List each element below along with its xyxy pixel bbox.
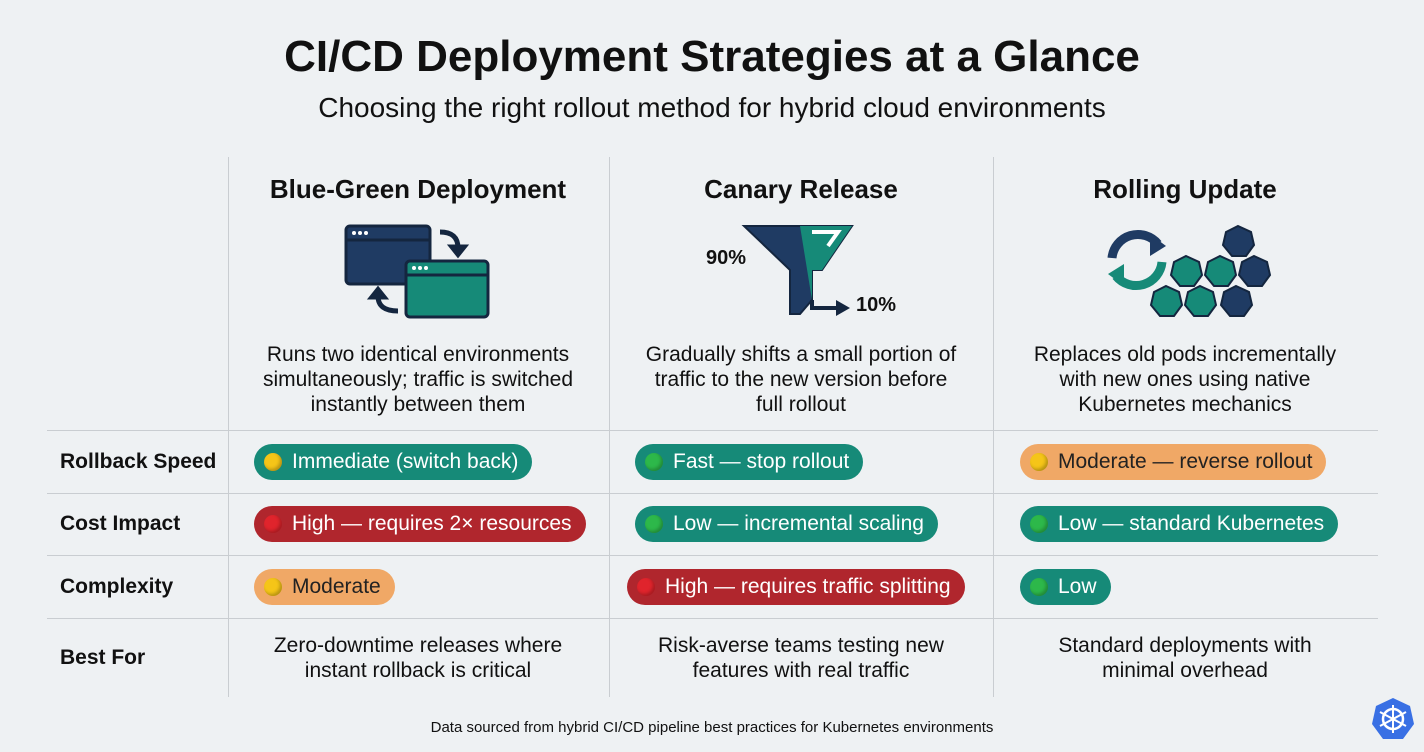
status-dot bbox=[1030, 515, 1048, 533]
text-line: Risk-averse teams testing new bbox=[658, 634, 944, 657]
canary-icon bbox=[741, 225, 854, 316]
description-line: instantly between them bbox=[310, 393, 526, 416]
status-text: High — requires traffic splitting bbox=[665, 575, 951, 598]
column-description: Gradually shifts a small portion of traff… bbox=[611, 342, 991, 417]
description-line: simultaneously; traffic is switched bbox=[262, 368, 574, 391]
status-dot bbox=[645, 453, 663, 471]
title: CI/CD Deployment Strategies at a Glance bbox=[284, 32, 1140, 81]
divider bbox=[47, 493, 1378, 494]
status-pill: Low — incremental scaling bbox=[635, 506, 938, 542]
status-text: Low — incremental scaling bbox=[673, 512, 924, 535]
icon-label: 10% bbox=[856, 294, 897, 316]
status-pill: Fast — stop rollout bbox=[635, 444, 864, 480]
status-dot bbox=[264, 578, 282, 596]
status-pill: Moderate bbox=[254, 569, 395, 605]
column-description: Runs two identical environments simultane… bbox=[228, 342, 608, 417]
best-for-text: Risk-averse teams testing new features wi… bbox=[611, 633, 991, 683]
status-text: Moderate — reverse rollout bbox=[1058, 450, 1313, 473]
description-line: Kubernetes mechanics bbox=[1078, 393, 1292, 416]
description-line: Replaces old pods incrementally bbox=[1033, 343, 1337, 366]
status-pill: Moderate — reverse rollout bbox=[1020, 444, 1327, 480]
column-description: Replaces old pods incrementally with new … bbox=[995, 342, 1375, 417]
status-text: Moderate bbox=[292, 575, 381, 598]
row-label: Best For bbox=[60, 646, 146, 669]
description-line: Gradually shifts a small portion of bbox=[645, 343, 957, 366]
status-text: Low — standard Kubernetes bbox=[1058, 512, 1325, 535]
text-line: instant rollback is critical bbox=[304, 659, 532, 682]
status-pill: Low — standard Kubernetes bbox=[1020, 506, 1339, 542]
status-text: Fast — stop rollout bbox=[673, 450, 850, 473]
status-pill: High — requires traffic splitting bbox=[627, 569, 965, 605]
best-for-text: Zero-downtime releases where instant roll… bbox=[228, 633, 608, 683]
divider bbox=[228, 157, 229, 697]
description-line: with new ones using native bbox=[1059, 368, 1311, 391]
status-pill: Low bbox=[1020, 569, 1111, 605]
divider bbox=[47, 555, 1378, 556]
column-title: Rolling Update bbox=[1093, 174, 1277, 204]
status-dot bbox=[264, 453, 282, 471]
row-label: Rollback Speed bbox=[60, 450, 217, 473]
description-line: full rollout bbox=[756, 393, 846, 416]
column-title: Canary Release bbox=[704, 174, 898, 204]
status-dot bbox=[1030, 453, 1048, 471]
status-dot bbox=[1030, 578, 1048, 596]
footer: Data sourced from hybrid CI/CD pipeline … bbox=[430, 719, 994, 736]
status-text: Immediate (switch back) bbox=[292, 450, 519, 473]
text-line: minimal overhead bbox=[1102, 659, 1268, 682]
status-dot bbox=[264, 515, 282, 533]
kubernetes-logo bbox=[1372, 698, 1414, 739]
divider bbox=[993, 157, 994, 697]
best-for-text: Standard deployments with minimal overhea… bbox=[995, 633, 1375, 683]
divider bbox=[609, 157, 610, 697]
row-label: Complexity bbox=[60, 575, 174, 598]
status-pill: High — requires 2× resources bbox=[254, 506, 586, 542]
status-dot bbox=[637, 578, 655, 596]
text-line: features with real traffic bbox=[692, 659, 910, 682]
description-line: traffic to the new version before bbox=[654, 368, 948, 391]
subtitle: Choosing the right rollout method for hy… bbox=[318, 92, 1106, 123]
divider bbox=[47, 430, 1378, 431]
rolling-icon bbox=[1107, 224, 1272, 317]
description-line: Runs two identical environments bbox=[266, 343, 570, 366]
status-text: Low bbox=[1058, 575, 1097, 598]
column-title: Blue-Green Deployment bbox=[269, 174, 567, 204]
divider bbox=[47, 618, 1378, 619]
text-line: Standard deployments with bbox=[1058, 634, 1312, 657]
status-pill: Immediate (switch back) bbox=[254, 444, 533, 480]
status-text: High — requires 2× resources bbox=[292, 512, 572, 535]
text-line: Zero-downtime releases where bbox=[273, 634, 563, 657]
row-label: Cost Impact bbox=[60, 512, 181, 535]
status-dot bbox=[645, 515, 663, 533]
blue-green-icon bbox=[344, 224, 490, 319]
icon-label: 90% bbox=[706, 247, 747, 269]
